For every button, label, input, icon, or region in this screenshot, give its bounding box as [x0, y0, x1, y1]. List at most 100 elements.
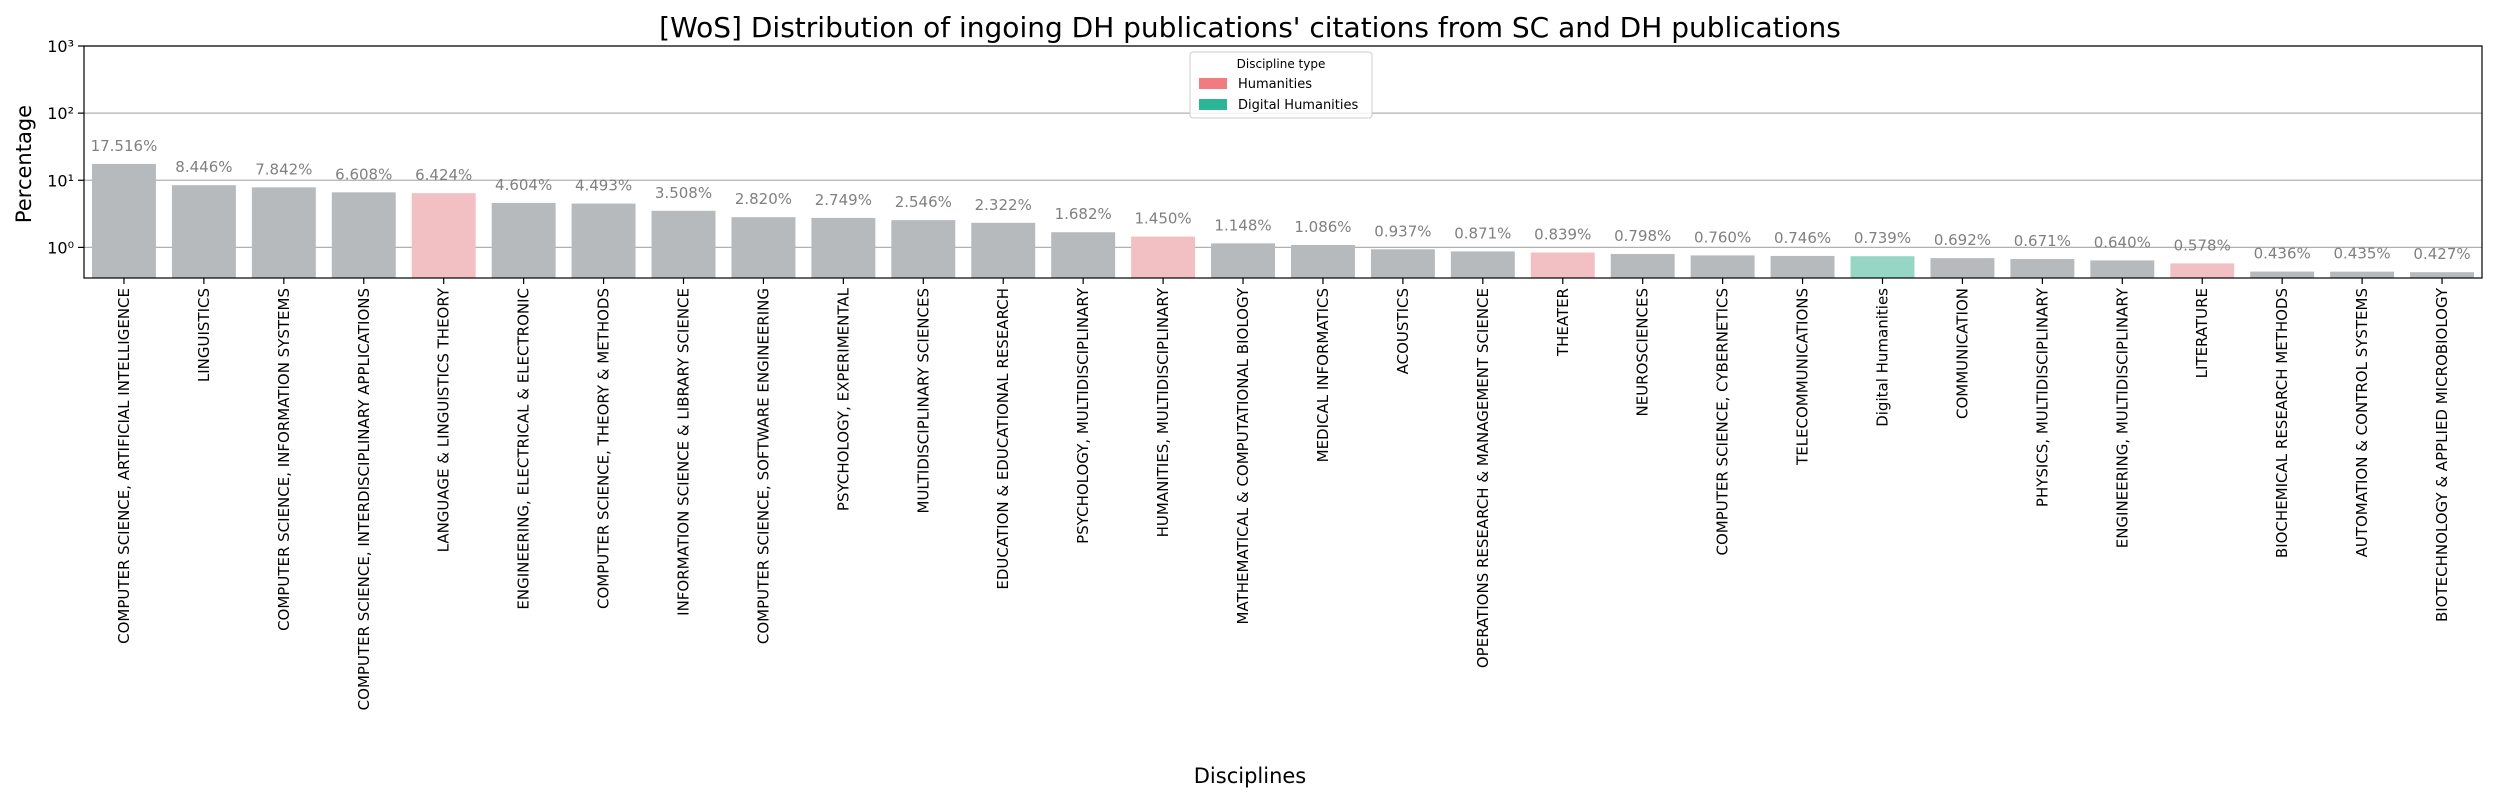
bar: [2010, 259, 2075, 278]
x-tick-label: Digital Humanities: [1874, 288, 1892, 427]
x-tick-label: PHYSICS, MULTIDISCIPLINARY: [2033, 287, 2051, 507]
legend-label-humanities: Humanities: [1238, 77, 1312, 92]
x-tick-label: MEDICAL INFORMATICS: [1314, 288, 1332, 462]
legend-swatch-humanities: [1199, 78, 1227, 89]
x-tick-label: MATHEMATICAL & COMPUTATIONAL BIOLOGY: [1234, 287, 1252, 624]
data-label: 0.871%: [1454, 224, 1511, 242]
bar: [2410, 272, 2475, 278]
bar: [2090, 260, 2155, 278]
x-tick-label: COMPUTER SCIENCE, CYBERNETICS: [1714, 288, 1732, 556]
data-label: 0.671%: [2014, 232, 2071, 250]
x-axis-label: Disciplines: [1194, 764, 1307, 788]
bar: [1610, 253, 1675, 278]
chart-title: [WoS] Distribution of ingoing DH publica…: [659, 11, 1841, 44]
data-label: 8.446%: [175, 158, 232, 176]
data-label: 0.937%: [1374, 222, 1431, 240]
data-label: 2.749%: [815, 191, 872, 209]
x-tick-label: LANGUAGE & LINGUISTICS THEORY: [435, 287, 453, 552]
x-tick-label: THEATER: [1554, 288, 1572, 357]
x-tick-label: COMPUTER SCIENCE, INTERDISCIPLINARY APPL…: [355, 288, 373, 710]
data-label: 2.322%: [975, 196, 1032, 214]
bar: [411, 193, 476, 278]
bar: [571, 203, 636, 278]
bar: [491, 202, 556, 278]
bar: [1370, 249, 1435, 278]
data-labels: 17.516% 8.446% 7.842% 6.608% 6.424% 4.604% 4.4…: [91, 137, 2471, 263]
data-label: 4.604%: [495, 176, 552, 194]
y-axis-ticks: 10⁰ 10¹ 10² 10³: [47, 37, 84, 257]
data-label: 0.640%: [2094, 233, 2151, 251]
x-axis-tick-labels: COMPUTER SCIENCE, ARTIFICIAL INTELLIGENC…: [115, 278, 2451, 710]
x-tick-label: EDUCATION & EDUCATIONAL RESEARCH: [994, 288, 1012, 590]
x-tick-label: COMPUTER SCIENCE, SOFTWARE ENGINEERING: [754, 288, 772, 644]
bar: [1290, 244, 1355, 278]
bar: [1770, 255, 1835, 278]
x-tick-label: COMPUTER SCIENCE, ARTIFICIAL INTELLIGENC…: [115, 288, 133, 644]
bar: [811, 217, 876, 278]
x-tick-label: OPERATIONS RESEARCH & MANAGEMENT SCIENCE: [1474, 288, 1492, 668]
x-tick-label: NEUROSCIENCES: [1634, 288, 1652, 417]
bar: [971, 222, 1036, 278]
y-axis-label: Percentage: [12, 105, 36, 223]
bar: [331, 192, 396, 278]
legend-box: [1189, 51, 1373, 119]
legend-label-digital-humanities: Digital Humanities: [1238, 98, 1358, 113]
bar: [1930, 258, 1995, 278]
data-label: 2.546%: [895, 193, 952, 211]
bar: [2330, 271, 2395, 278]
legend: Discipline type Humanities Digital Human…: [1189, 51, 1373, 119]
bar: [1850, 256, 1915, 278]
y-tick-label: 10⁰: [47, 238, 74, 257]
data-label: 0.746%: [1774, 229, 1831, 247]
data-label: 3.508%: [655, 184, 712, 202]
data-label: 6.608%: [335, 165, 392, 183]
data-label: 0.435%: [2333, 245, 2390, 263]
x-tick-label: ENGINEERING, MULTIDISCIPLINARY: [2113, 287, 2131, 548]
bar: [2250, 271, 2315, 278]
data-label: 0.839%: [1534, 226, 1591, 244]
x-tick-label: BIOTECHNOLOGY & APPLIED MICROBIOLOGY: [2433, 287, 2451, 622]
x-tick-label: MULTIDISCIPLINARY SCIENCES: [914, 288, 932, 513]
data-label: 0.798%: [1614, 227, 1671, 245]
data-label: 0.578%: [2174, 236, 2231, 254]
bar: [171, 185, 236, 278]
x-tick-label: ACOUSTICS: [1394, 288, 1412, 374]
data-label: 0.760%: [1694, 228, 1751, 246]
data-label: 4.493%: [575, 177, 632, 195]
data-label: 1.086%: [1294, 218, 1351, 236]
bar: [1690, 255, 1755, 278]
data-label: 0.436%: [2254, 245, 2311, 263]
x-tick-label: LITERATURE: [2193, 288, 2211, 378]
y-tick-label: 10³: [47, 37, 74, 56]
x-tick-label: PSYCHOLOGY, MULTIDISCIPLINARY: [1074, 287, 1092, 544]
legend-swatch-digital-humanities: [1199, 99, 1227, 110]
x-tick-label: COMPUTER SCIENCE, THEORY & METHODS: [595, 288, 613, 609]
bar: [891, 220, 956, 278]
x-tick-label: TELECOMMUNICATIONS: [1794, 288, 1812, 466]
x-tick-label: BIOCHEMICAL RESEARCH METHODS: [2273, 288, 2291, 558]
data-label: 2.820%: [735, 190, 792, 208]
bar: [1450, 251, 1515, 278]
bar: [651, 210, 716, 278]
x-tick-label: COMMUNICATION: [1953, 288, 1971, 419]
bar: [91, 163, 156, 278]
data-label: 1.682%: [1055, 205, 1112, 223]
bar: [1051, 232, 1116, 278]
x-tick-label: AUTOMATION & CONTROL SYSTEMS: [2353, 288, 2371, 557]
x-tick-label: ENGINEERING, ELECTRICAL & ELECTRONIC: [515, 288, 533, 610]
data-label: 0.692%: [1934, 231, 1991, 249]
x-tick-label: PSYCHOLOGY, EXPERIMENTAL: [834, 287, 852, 511]
bar: [1131, 236, 1196, 278]
legend-title: Discipline type: [1237, 57, 1326, 71]
bar: [2170, 263, 2235, 278]
y-tick-label: 10²: [47, 104, 74, 123]
data-label: 0.427%: [2413, 245, 2470, 263]
bar: [731, 217, 796, 278]
x-tick-label: LINGUISTICS: [195, 288, 213, 382]
x-tick-label: COMPUTER SCIENCE, INFORMATION SYSTEMS: [275, 288, 293, 631]
data-label: 1.148%: [1214, 216, 1271, 234]
data-label: 17.516%: [91, 137, 158, 155]
x-tick-label: HUMANITIES, MULTIDISCIPLINARY: [1154, 287, 1172, 537]
bar: [1530, 252, 1595, 278]
